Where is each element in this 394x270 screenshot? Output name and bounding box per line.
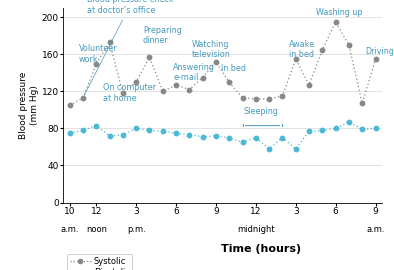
Legend: Systolic, Diastolic: Systolic, Diastolic [67, 255, 132, 270]
Text: Driving: Driving [365, 47, 394, 56]
Text: Answering
e-mail: Answering e-mail [173, 63, 215, 82]
Text: Preparing
dinner: Preparing dinner [143, 26, 182, 45]
Text: Awake
in bed: Awake in bed [289, 40, 315, 59]
Y-axis label: Blood pressure
(mm Hg): Blood pressure (mm Hg) [19, 72, 39, 139]
Text: Watching
television: Watching television [192, 40, 231, 59]
Text: In bed: In bed [221, 64, 246, 73]
Text: Blood pressure check
at doctor’s office: Blood pressure check at doctor’s office [84, 0, 173, 95]
Text: a.m.: a.m. [366, 225, 385, 234]
Text: midnight: midnight [237, 225, 275, 234]
Text: Sleeping: Sleeping [244, 107, 279, 116]
Text: a.m.: a.m. [60, 225, 79, 234]
Text: noon: noon [86, 225, 107, 234]
Text: p.m.: p.m. [127, 225, 145, 234]
Text: Time (hours): Time (hours) [221, 244, 301, 254]
Text: Washing up: Washing up [316, 8, 362, 17]
Text: On computer
at home: On computer at home [103, 83, 156, 103]
Text: Volunteer
work: Volunteer work [79, 44, 118, 64]
